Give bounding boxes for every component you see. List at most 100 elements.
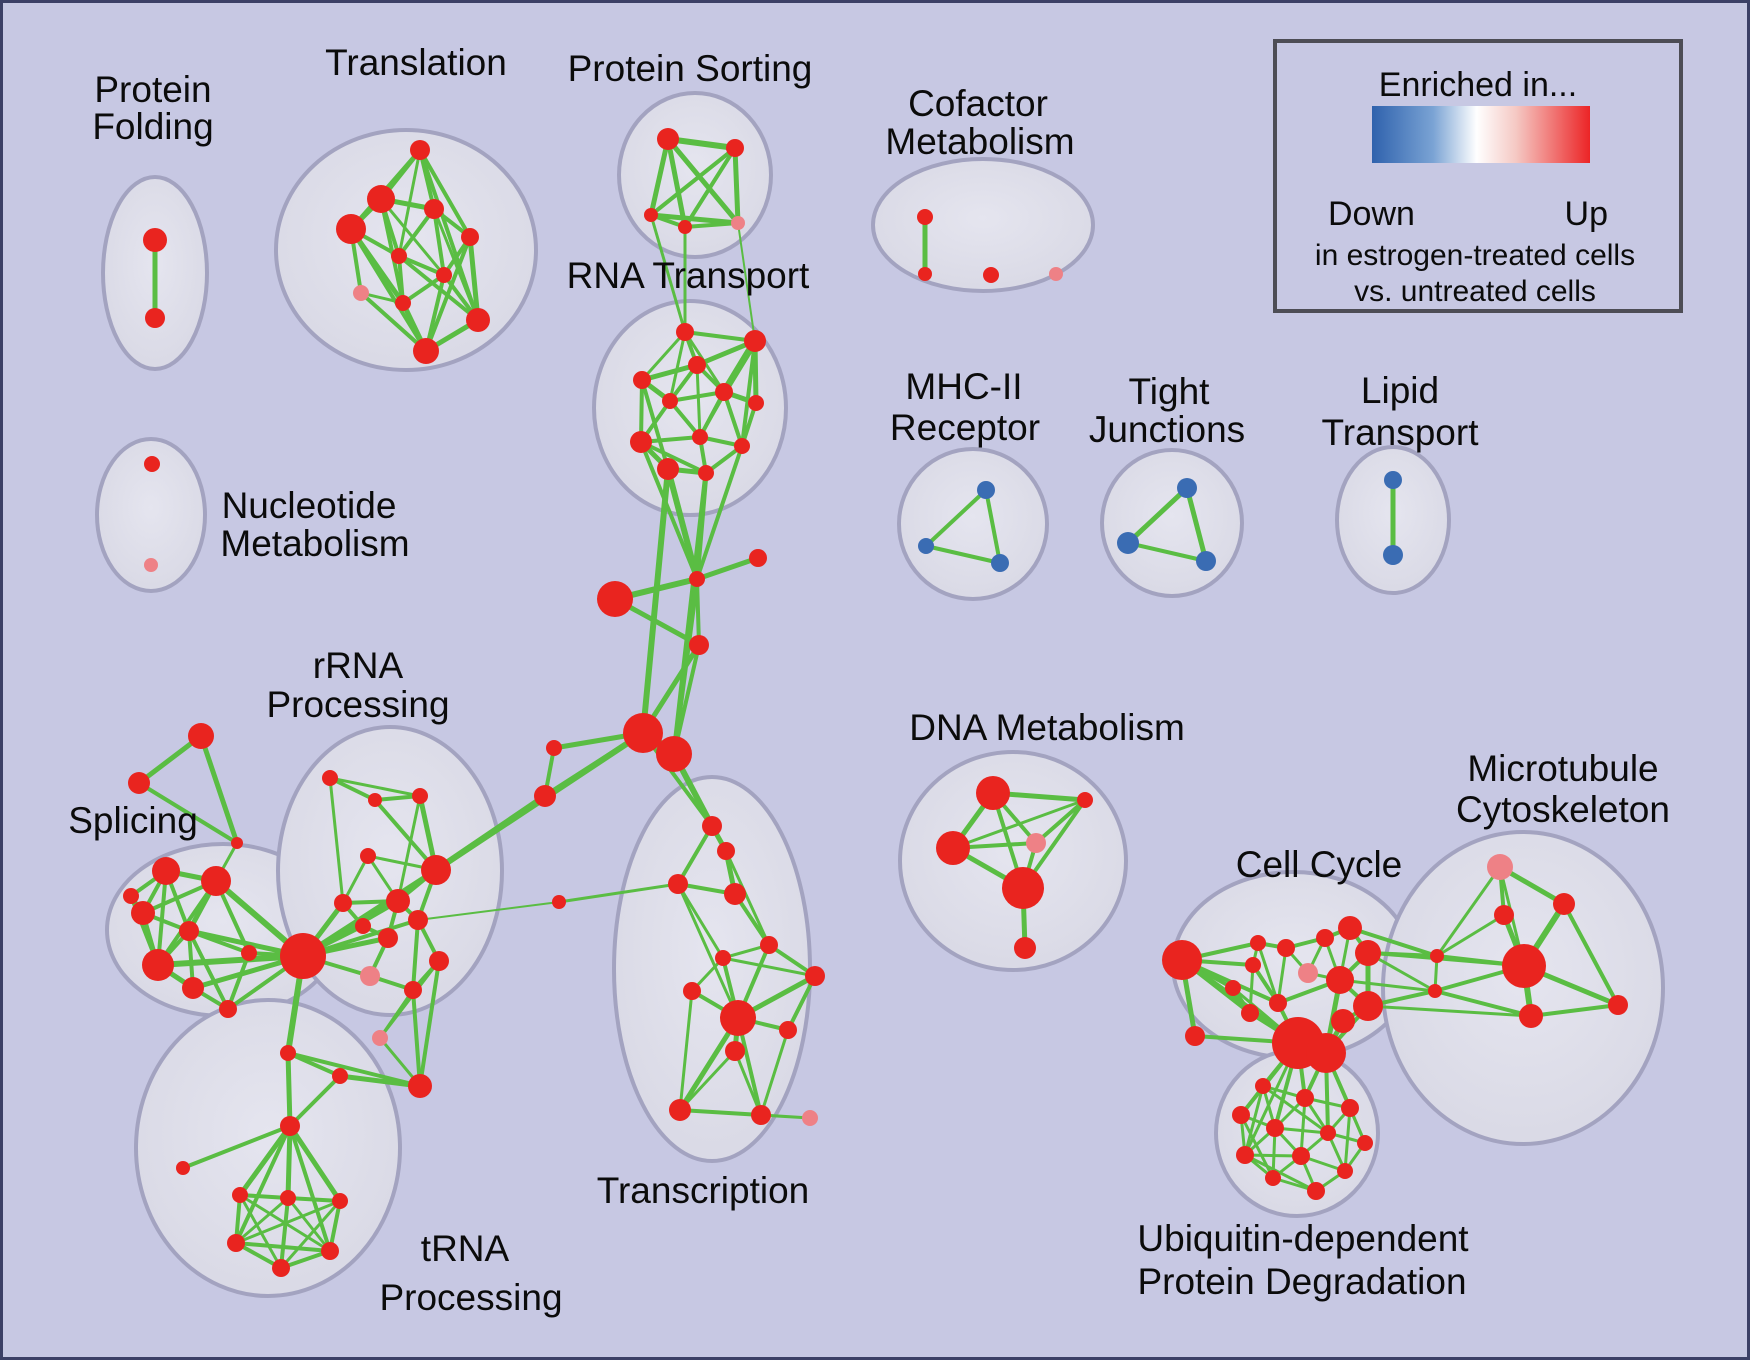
node-q5[interactable] [386, 889, 410, 913]
node-x2[interactable] [683, 982, 701, 1000]
node-tr2[interactable] [231, 837, 243, 849]
node-dm5[interactable] [1014, 937, 1036, 959]
node-m1[interactable] [689, 635, 709, 655]
node-cf0[interactable] [917, 209, 933, 225]
node-t5[interactable] [391, 248, 407, 264]
node-jm1[interactable] [1430, 949, 1444, 963]
node-t8[interactable] [395, 295, 411, 311]
node-lp1[interactable] [1383, 545, 1403, 565]
node-db[interactable] [408, 1074, 432, 1098]
node-x6[interactable] [669, 1099, 691, 1121]
node-dm1[interactable] [1077, 792, 1093, 808]
node-tc1[interactable] [717, 842, 735, 860]
node-ub10[interactable] [1265, 1170, 1281, 1186]
node-ps0[interactable] [657, 128, 679, 150]
node-t3[interactable] [336, 214, 366, 244]
node-mh1[interactable] [918, 538, 934, 554]
node-rt5[interactable] [715, 383, 733, 401]
node-nm0[interactable] [144, 456, 160, 472]
node-t1[interactable] [367, 185, 395, 213]
node-mt0[interactable] [1494, 905, 1514, 925]
node-rt3[interactable] [633, 371, 651, 389]
node-rt11[interactable] [698, 465, 714, 481]
node-d0[interactable] [280, 1045, 296, 1061]
node-tc3[interactable] [724, 883, 746, 905]
node-cc5[interactable] [1338, 916, 1362, 940]
node-t7[interactable] [353, 285, 369, 301]
node-ub7[interactable] [1236, 1146, 1254, 1164]
node-t4[interactable] [461, 228, 479, 246]
node-q8[interactable] [360, 966, 380, 986]
node-spe[interactable] [142, 949, 174, 981]
node-x7[interactable] [751, 1105, 771, 1125]
node-pf1[interactable] [145, 308, 165, 328]
node-u5[interactable] [272, 1259, 290, 1277]
node-cc7[interactable] [1326, 966, 1354, 994]
node-rb[interactable] [421, 855, 451, 885]
node-tj0[interactable] [1177, 478, 1197, 498]
node-hub[interactable] [280, 933, 326, 979]
node-cc9[interactable] [1331, 1009, 1355, 1033]
node-cc6[interactable] [1355, 940, 1381, 966]
node-ub8[interactable] [1292, 1147, 1310, 1165]
node-ps2[interactable] [644, 208, 658, 222]
node-cc11[interactable] [1241, 1004, 1259, 1022]
node-j0[interactable] [689, 571, 705, 587]
node-x5[interactable] [779, 1021, 797, 1039]
node-spi[interactable] [241, 945, 257, 961]
node-spc[interactable] [131, 901, 155, 925]
node-ps1[interactable] [726, 139, 744, 157]
node-cr[interactable] [749, 549, 767, 567]
node-x0[interactable] [715, 950, 731, 966]
node-x1[interactable] [760, 936, 778, 954]
node-mh2[interactable] [991, 554, 1009, 572]
node-q6[interactable] [408, 910, 428, 930]
node-ccb[interactable] [1162, 940, 1202, 980]
node-u3[interactable] [227, 1234, 245, 1252]
node-cc4[interactable] [1316, 929, 1334, 947]
node-ub9[interactable] [1337, 1163, 1353, 1179]
node-tc0[interactable] [702, 816, 722, 836]
node-spf[interactable] [182, 977, 204, 999]
node-x4[interactable] [725, 1041, 745, 1061]
node-q10[interactable] [378, 928, 398, 948]
node-jm2[interactable] [1428, 984, 1442, 998]
node-mtp[interactable] [1487, 854, 1513, 880]
node-dm4[interactable] [1002, 867, 1044, 909]
node-mt3[interactable] [1608, 995, 1628, 1015]
node-t10[interactable] [413, 338, 439, 364]
node-rt8[interactable] [630, 431, 652, 453]
node-hb[interactable] [656, 736, 692, 772]
node-t0[interactable] [410, 140, 430, 160]
node-q7[interactable] [429, 951, 449, 971]
node-u4[interactable] [321, 1242, 339, 1260]
node-tc2[interactable] [668, 874, 688, 894]
node-ps4[interactable] [731, 216, 745, 230]
node-q9[interactable] [404, 981, 422, 999]
node-rt0[interactable] [676, 323, 694, 341]
node-q1[interactable] [368, 793, 382, 807]
node-sl1[interactable] [546, 740, 562, 756]
node-mt2[interactable] [1519, 1004, 1543, 1028]
node-cc1[interactable] [1298, 963, 1318, 983]
node-t9[interactable] [466, 308, 490, 332]
node-u1[interactable] [280, 1190, 296, 1206]
node-rt1[interactable] [744, 330, 766, 352]
node-cc12[interactable] [1269, 994, 1287, 1012]
node-rt6[interactable] [748, 395, 764, 411]
node-ub1[interactable] [1296, 1089, 1314, 1107]
node-sl2[interactable] [534, 785, 556, 807]
node-q13[interactable] [372, 1030, 388, 1046]
node-tcl[interactable] [552, 895, 566, 909]
node-rt10[interactable] [657, 458, 679, 480]
node-mh0[interactable] [977, 481, 995, 499]
node-ub2[interactable] [1232, 1106, 1250, 1124]
node-ub4[interactable] [1266, 1119, 1284, 1137]
node-cc0[interactable] [1250, 935, 1266, 951]
node-spa[interactable] [152, 857, 180, 885]
node-x3[interactable] [805, 966, 825, 986]
node-th[interactable] [280, 1116, 300, 1136]
node-spb[interactable] [201, 866, 231, 896]
node-ub5[interactable] [1320, 1125, 1336, 1141]
node-q0[interactable] [322, 770, 338, 786]
